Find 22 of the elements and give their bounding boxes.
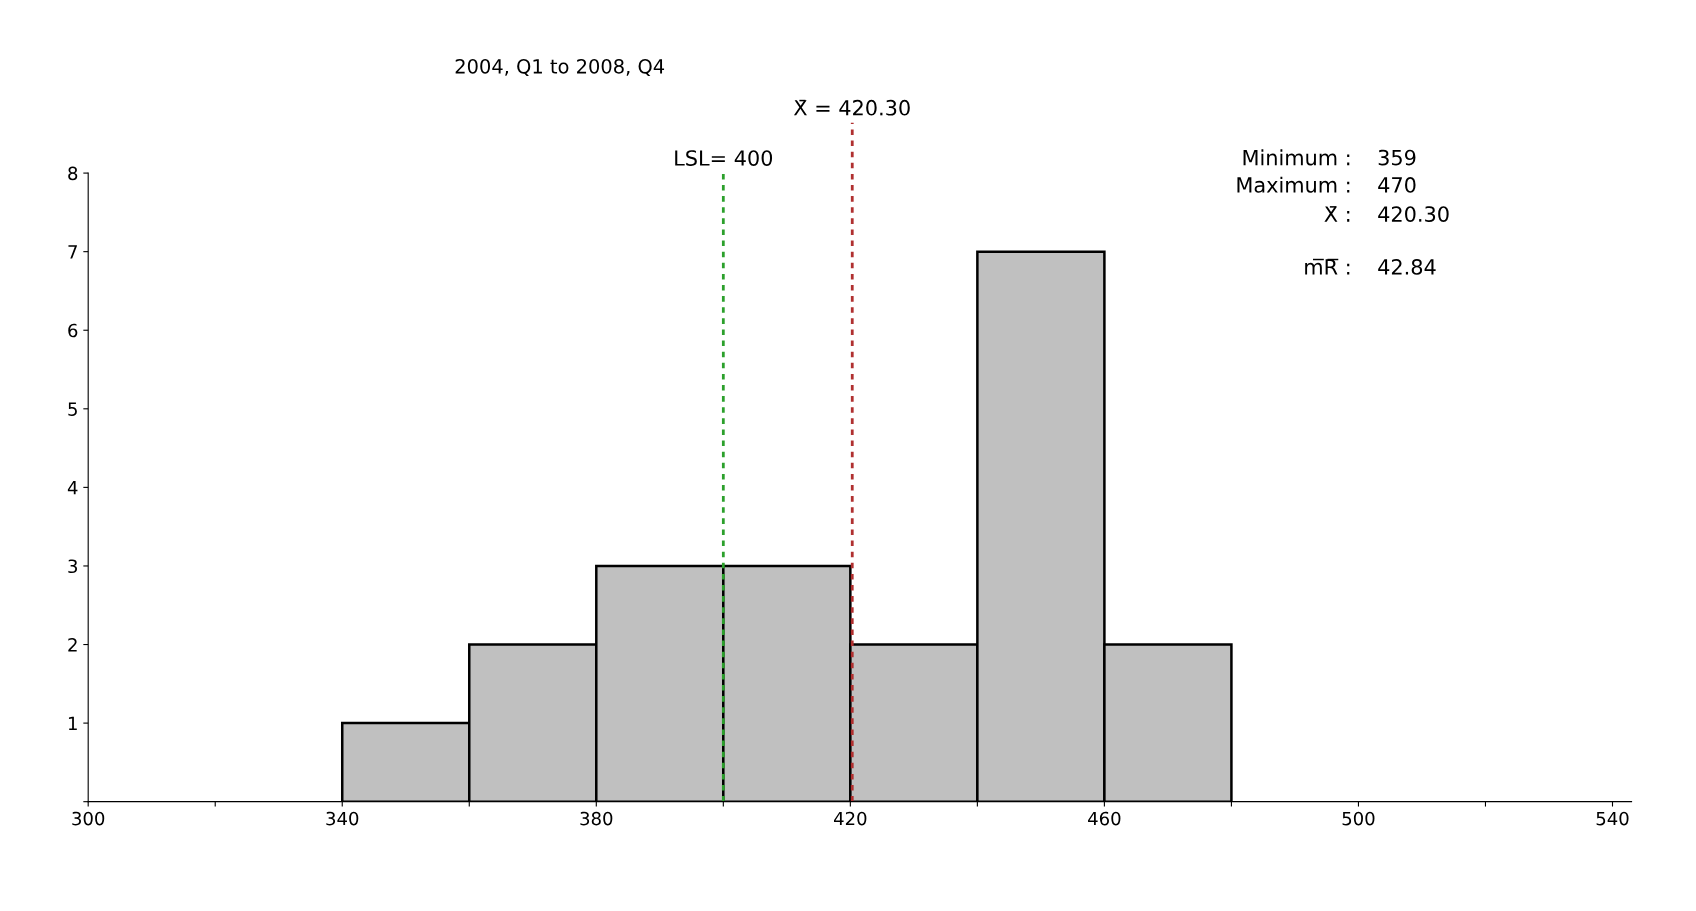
y-tick-label: 8 bbox=[68, 166, 78, 181]
y-tick-label: 5 bbox=[68, 402, 77, 416]
x-tick-label: 500 bbox=[1342, 811, 1375, 826]
text: Maximum : 470 bbox=[1237, 176, 1416, 193]
text: m̅R̅ : 42.84 bbox=[1305, 258, 1436, 275]
x-tick-label: 380 bbox=[580, 811, 613, 826]
y-tick-label: 1 bbox=[68, 716, 77, 730]
y-tick-label: 6 bbox=[68, 323, 78, 338]
ref-line-label: LSL= 400 bbox=[675, 150, 773, 166]
y-tick-label: 4 bbox=[67, 481, 78, 495]
y-tick-label: 2 bbox=[68, 637, 77, 652]
text: X̄ : 420.30 bbox=[1324, 206, 1449, 222]
ref-line-label: X̄ = 420.30 bbox=[793, 99, 910, 116]
chart-title: 2004, Q1 to 2008, Q4 bbox=[455, 58, 665, 76]
x-tick-label: 420 bbox=[834, 811, 867, 826]
y-tick-label: 7 bbox=[68, 245, 77, 259]
x-tick-label: 540 bbox=[1596, 811, 1629, 826]
x-tick-label: 300 bbox=[72, 811, 105, 826]
x-tick-label: 340 bbox=[326, 811, 359, 826]
x-tick-label: 460 bbox=[1088, 811, 1121, 826]
text: Minimum : 359 bbox=[1243, 149, 1416, 166]
y-tick-label: 3 bbox=[68, 559, 78, 574]
